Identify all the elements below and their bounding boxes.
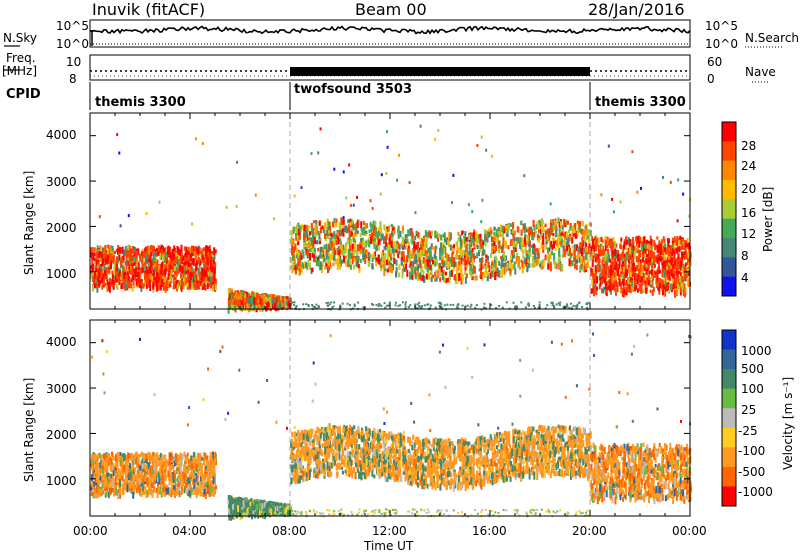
- nsky-trace: [89, 25, 691, 35]
- velocity-cbar-tick-25: 25: [741, 403, 757, 417]
- power-ytick-3000: 3000: [46, 175, 77, 189]
- power-colorbar-swatch-1: [722, 141, 736, 162]
- nsearch-label: N.Search: [745, 31, 800, 45]
- nsky-label: N.Sky: [3, 31, 38, 45]
- velocity-colorbar-swatch-0: [722, 330, 736, 351]
- cpid-segment-2: twofsound 3503: [294, 82, 413, 97]
- xtick-2400: 00:00: [672, 524, 707, 538]
- velocity-ytick-2000: 2000: [46, 428, 77, 442]
- velocity-ytick-3000: 3000: [46, 382, 77, 396]
- nsky-tick-top: 10^5: [56, 19, 89, 33]
- power-ytick-2000: 2000: [46, 221, 77, 235]
- velocity-colorbar-swatch-5: [722, 427, 736, 448]
- xtick-0800: 08:00: [272, 524, 307, 538]
- velocity-colorbar-frame: [721, 329, 737, 507]
- velocity-cbar-tick-100: 100: [741, 382, 764, 396]
- power-ylabel: Slant Range [km]: [22, 170, 36, 275]
- xtick-0400: 04:00: [172, 524, 207, 538]
- power-ytick-4000: 4000: [46, 128, 77, 142]
- power-cbar-tick-8: 8: [741, 249, 749, 263]
- velocity-ylabel: Slant Range [km]: [22, 377, 36, 482]
- velocity-panel-scatter: [90, 332, 692, 521]
- freq-tick-bottom: 8: [69, 72, 77, 86]
- xtick-1200: 12:00: [372, 524, 407, 538]
- xtick-2000: 20:00: [572, 524, 607, 538]
- cpid-label: CPID: [6, 87, 41, 102]
- station-title: Inuvik (fitACF): [92, 0, 206, 19]
- freq-label: Freq.: [6, 51, 36, 65]
- power-cbar-tick-20: 20: [741, 182, 757, 196]
- velocity-colorbar-swatch-3: [722, 388, 736, 409]
- power-colorbar-swatch-2: [722, 160, 736, 181]
- nave-tick-top: 60: [707, 55, 723, 69]
- power-colorbar-swatch-7: [722, 257, 736, 278]
- cpid-segment-3: themis 3300: [595, 95, 686, 110]
- velocity-cbar-tick-neg25: -25: [738, 424, 758, 438]
- nsearch-tick-bottom: 10^0: [705, 37, 738, 51]
- velocity-cbar-tick-1000: 1000: [741, 344, 772, 358]
- velocity-ytick-1000: 1000: [46, 474, 77, 488]
- velocity-cbar-tick-neg100: -100: [738, 444, 766, 458]
- nave-tick-bottom: 0: [707, 72, 715, 86]
- velocity-cbar-label: Velocity [m s⁻¹]: [781, 376, 795, 470]
- freq-unit: [MHz]: [2, 64, 38, 78]
- nsky-panel-frame: [89, 19, 691, 48]
- velocity-ytick-4000: 4000: [46, 335, 77, 349]
- cpid-segment-1: themis 3300: [95, 95, 186, 110]
- power-cbar-tick-4: 4: [741, 271, 749, 285]
- power-colorbar-swatch-8: [722, 276, 736, 297]
- velocity-colorbar-swatch-4: [722, 408, 736, 429]
- beam-title: Beam 00: [355, 0, 427, 19]
- velocity-colorbar-swatch-2: [722, 369, 736, 390]
- power-cbar-tick-16: 16: [741, 206, 757, 220]
- freq-band-twofsound: [290, 67, 590, 76]
- freq-panel-frame: [89, 54, 691, 81]
- power-colorbar-swatch-0: [722, 122, 736, 142]
- velocity-colorbar-swatch-6: [722, 447, 736, 468]
- velocity-colorbar-swatch-8: [722, 486, 736, 507]
- power-colorbar-swatch-3: [722, 180, 736, 200]
- power-cbar-tick-28: 28: [741, 139, 757, 153]
- freq-tick-top: 10: [66, 55, 82, 69]
- nave-label: Nave: [745, 65, 776, 79]
- velocity-colorbar-swatch-7: [722, 466, 736, 487]
- xtick-0000: 00:00: [73, 524, 108, 538]
- power-colorbar-frame: [721, 121, 737, 297]
- nsearch-tick-top: 10^5: [705, 19, 738, 33]
- power-colorbar-swatch-4: [722, 199, 736, 220]
- velocity-cbar-tick-neg1000: -1000: [738, 485, 773, 499]
- date-title: 28/Jan/2016: [588, 0, 685, 19]
- power-colorbar-swatch-5: [722, 218, 736, 239]
- power-colorbar-swatch-6: [722, 238, 736, 258]
- velocity-colorbar-swatch-1: [722, 349, 736, 370]
- xlabel: Time UT: [364, 539, 414, 553]
- xtick-1600: 16:00: [472, 524, 507, 538]
- power-cbar-tick-12: 12: [741, 227, 757, 241]
- power-cbar-label: Power [dB]: [761, 186, 775, 252]
- power-cbar-tick-24: 24: [741, 159, 757, 173]
- velocity-cbar-tick-500: 500: [741, 362, 764, 376]
- power-panel-scatter: [90, 124, 692, 314]
- power-ytick-1000: 1000: [46, 267, 77, 281]
- velocity-cbar-tick-neg500: -500: [738, 465, 766, 479]
- nsky-tick-bottom: 10^0: [56, 37, 89, 51]
